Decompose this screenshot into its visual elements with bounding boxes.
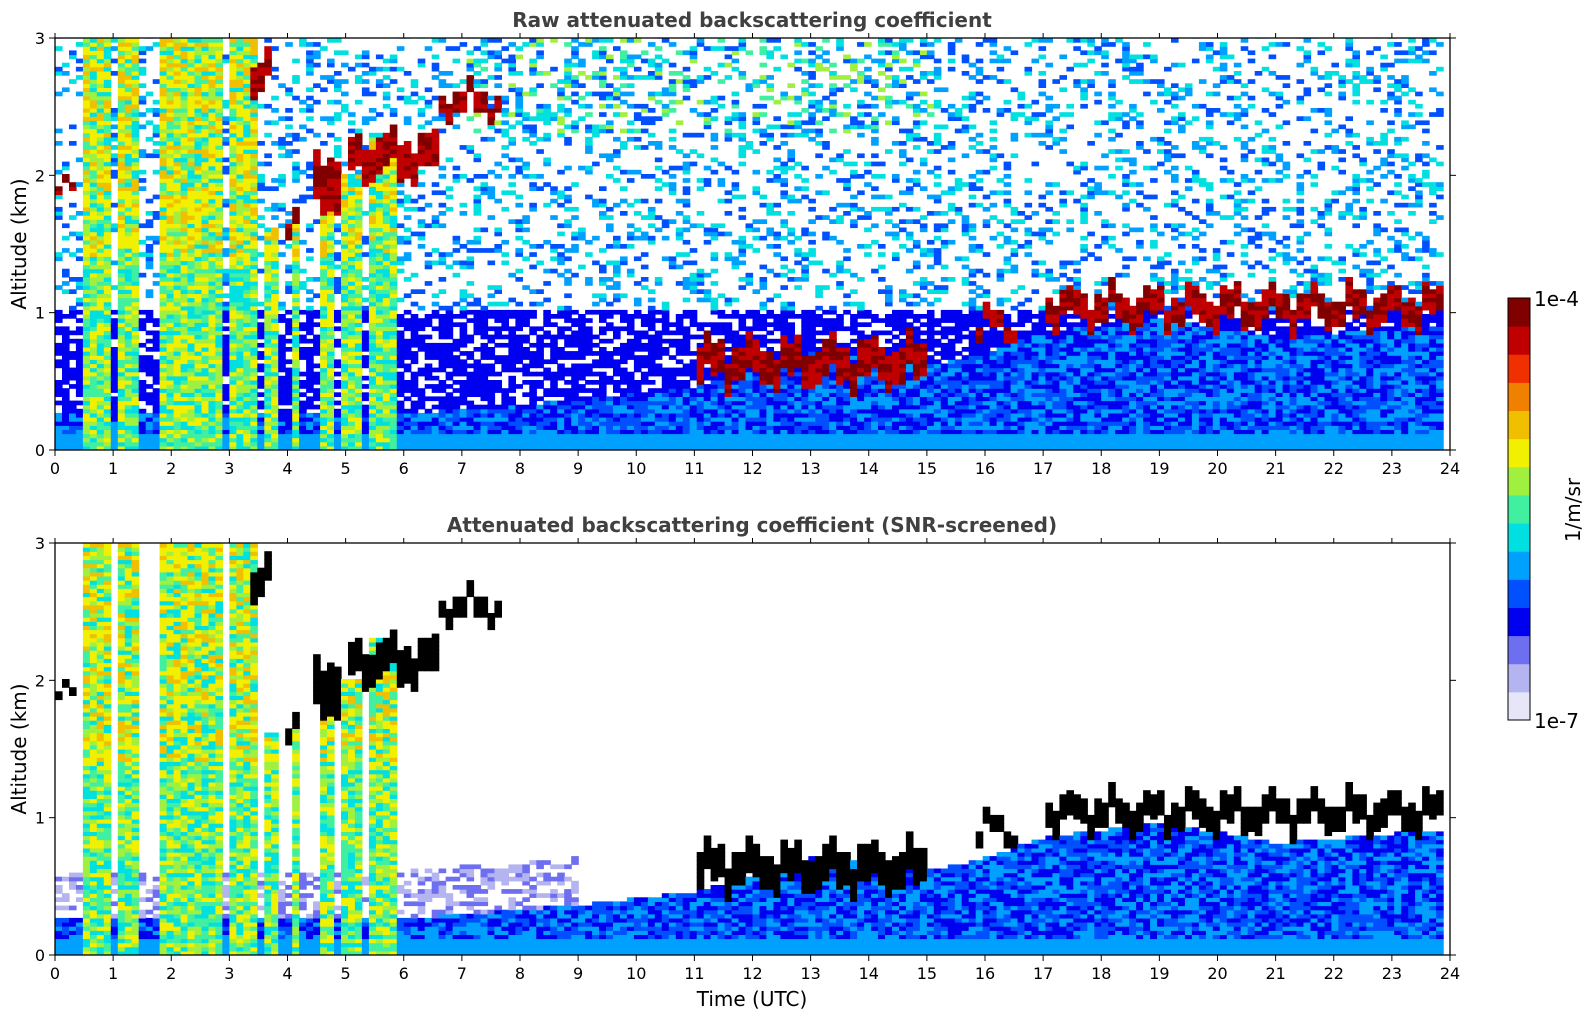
colorbar-swatch xyxy=(1508,523,1530,552)
x-tick-label: 15 xyxy=(917,459,937,478)
x-tick-label: 13 xyxy=(800,459,820,478)
x-tick-label: 3 xyxy=(224,964,234,983)
x-tick-label: 20 xyxy=(1207,459,1227,478)
y-axis-screened: 0 1 2 3 xyxy=(35,534,1456,965)
y-tick-label: 3 xyxy=(35,534,45,553)
colorbar-swatch xyxy=(1508,410,1530,440)
x-tick-label: 19 xyxy=(1149,964,1169,983)
x-tick-label: 23 xyxy=(1382,459,1402,478)
x-tick-label: 8 xyxy=(515,459,525,478)
heatmap-screened xyxy=(55,543,1444,955)
colorbar-swatch xyxy=(1508,663,1530,693)
y-axis-raw: 0 1 2 3 xyxy=(35,29,1456,460)
x-tick-label: 16 xyxy=(975,459,995,478)
x-tick-label: 2 xyxy=(166,964,176,983)
y-axis-label-screened: Altitude (km) xyxy=(7,683,31,814)
panel-title-screened: Attenuated backscattering coefficient (S… xyxy=(447,513,1057,537)
x-tick-label: 1 xyxy=(108,964,118,983)
x-tick-label: 11 xyxy=(684,964,704,983)
x-tick-label: 23 xyxy=(1382,964,1402,983)
y-tick-label: 2 xyxy=(35,671,45,690)
colorbar-swatch xyxy=(1508,354,1530,383)
colorbar-swatch xyxy=(1508,466,1530,496)
colorbar-min-label: 1e-7 xyxy=(1534,709,1579,733)
x-tick-label: 4 xyxy=(282,964,292,983)
colorbar-swatch xyxy=(1508,635,1530,665)
colorbar-gradient xyxy=(1508,298,1530,721)
x-tick-label: 11 xyxy=(684,459,704,478)
colorbar-swatch xyxy=(1508,691,1530,721)
x-tick-label: 24 xyxy=(1440,964,1460,983)
colorbar: 1e-4 1e-7 1/m/sr xyxy=(1507,287,1585,733)
x-tick-label: 18 xyxy=(1091,459,1111,478)
x-tick-label: 17 xyxy=(1033,459,1053,478)
colorbar-swatch xyxy=(1508,551,1530,580)
colorbar-swatch xyxy=(1508,382,1530,412)
colorbar-swatch xyxy=(1508,494,1530,524)
y-tick-label: 3 xyxy=(35,29,45,48)
x-tick-label: 5 xyxy=(341,459,351,478)
colorbar-frame xyxy=(1507,297,1531,721)
panel-raw: Raw attenuated backscattering coefficien… xyxy=(7,8,1460,478)
x-tick-label: 10 xyxy=(626,459,646,478)
y-tick-label: 0 xyxy=(35,441,45,460)
colorbar-swatch xyxy=(1508,438,1530,468)
x-tick-label: 16 xyxy=(975,964,995,983)
x-tick-label: 3 xyxy=(224,459,234,478)
x-tick-label: 14 xyxy=(859,459,879,478)
x-axis-label: Time (UTC) xyxy=(696,987,808,1011)
x-tick-label: 22 xyxy=(1324,964,1344,983)
x-tick-label: 6 xyxy=(399,964,409,983)
x-tick-label: 13 xyxy=(800,964,820,983)
x-tick-label: 14 xyxy=(859,964,879,983)
x-tick-label: 19 xyxy=(1149,459,1169,478)
x-tick-label: 0 xyxy=(50,964,60,983)
colorbar-swatch xyxy=(1508,607,1530,637)
colorbar-unit-label: 1/m/sr xyxy=(1561,477,1585,542)
panel-screened: Attenuated backscattering coefficient (S… xyxy=(7,513,1460,1011)
x-tick-label: 20 xyxy=(1207,964,1227,983)
x-tick-label: 2 xyxy=(166,459,176,478)
x-tick-label: 12 xyxy=(742,459,762,478)
x-tick-label: 17 xyxy=(1033,964,1053,983)
panel-title-raw: Raw attenuated backscattering coefficien… xyxy=(512,8,992,32)
colorbar-max-label: 1e-4 xyxy=(1534,287,1579,311)
x-tick-label: 10 xyxy=(626,964,646,983)
x-tick-label: 18 xyxy=(1091,964,1111,983)
colorbar-swatch xyxy=(1508,579,1530,608)
x-tick-label: 15 xyxy=(917,964,937,983)
x-tick-label: 4 xyxy=(282,459,292,478)
x-axis-raw: 0 1 2 3 4 5 6 7 8 9 10 11 12 13 14 15 16 17 18 19 20 21 22 23 24 xyxy=(50,33,1460,478)
x-tick-label: 24 xyxy=(1440,459,1460,478)
x-tick-label: 0 xyxy=(50,459,60,478)
x-tick-label: 5 xyxy=(341,964,351,983)
x-tick-label: 7 xyxy=(457,459,467,478)
x-tick-label: 8 xyxy=(515,964,525,983)
y-axis-label-raw: Altitude (km) xyxy=(7,178,31,309)
x-tick-label: 12 xyxy=(742,964,762,983)
heatmap-raw xyxy=(55,38,1444,450)
x-tick-label: 21 xyxy=(1265,459,1285,478)
colorbar-swatch xyxy=(1508,298,1530,327)
x-tick-label: 6 xyxy=(399,459,409,478)
x-tick-label: 9 xyxy=(573,964,583,983)
x-tick-label: 1 xyxy=(108,459,118,478)
x-axis-screened: 0 1 2 3 4 5 6 7 8 9 10 11 12 13 14 15 16 17 18 19 20 21 22 23 24 xyxy=(50,538,1460,983)
x-tick-label: 7 xyxy=(457,964,467,983)
x-tick-label: 22 xyxy=(1324,459,1344,478)
y-tick-label: 1 xyxy=(35,809,45,828)
y-tick-label: 0 xyxy=(35,946,45,965)
y-tick-label: 2 xyxy=(35,166,45,185)
x-tick-label: 21 xyxy=(1265,964,1285,983)
y-tick-label: 1 xyxy=(35,304,45,323)
colorbar-swatch xyxy=(1508,326,1530,355)
x-tick-label: 9 xyxy=(573,459,583,478)
